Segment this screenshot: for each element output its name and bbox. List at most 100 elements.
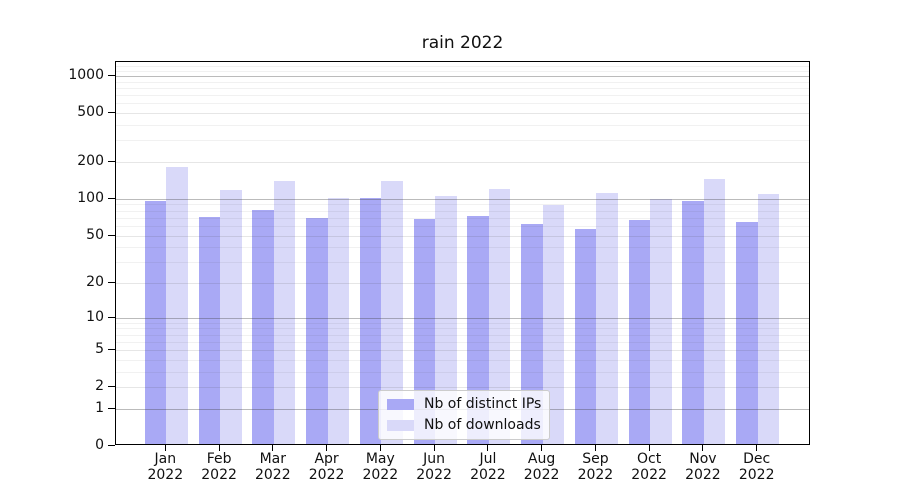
legend-label-ips: Nb of distinct IPs (424, 396, 542, 412)
legend-row-1: Nb of downloads (387, 417, 541, 434)
bar-ips-9 (628, 219, 651, 444)
y-tick-label-5: 5 (95, 341, 104, 358)
minor-gridline-60 (116, 225, 809, 227)
x-tick-mark-4 (379, 445, 381, 451)
x-tick-mark-5 (433, 445, 435, 451)
x-tick-mark-10 (702, 445, 704, 451)
minor-gridline-70 (116, 217, 809, 219)
y-tick-label-100: 100 (77, 189, 104, 206)
minor-gridline-300 (116, 140, 809, 142)
minor-gridline-9 (116, 322, 809, 324)
y-tick-label-200: 200 (77, 153, 104, 169)
bar-ips-5 (413, 218, 436, 444)
y-tick-label-1000: 1000 (68, 67, 104, 83)
minor-gridline-7 (116, 334, 809, 336)
y-tick-mark-200 (108, 161, 115, 162)
y-tick-mark-1 (108, 407, 115, 409)
bar-downloads-1 (220, 189, 242, 444)
minor-gridline-3 (116, 371, 809, 373)
bar-ips-3 (306, 218, 328, 444)
bar-downloads-5 (435, 195, 457, 444)
bar-ips-2 (252, 210, 274, 444)
x-tick-label-2: Mar 2022 (254, 451, 291, 483)
legend-swatch-ips (387, 399, 414, 410)
bar-ips-6 (467, 215, 489, 444)
bar-ips-1 (198, 217, 221, 444)
x-tick-mark-7 (541, 445, 543, 451)
x-tick-label-7: Aug 2022 (523, 451, 560, 483)
bar-downloads-2 (273, 181, 296, 444)
bar-ips-7 (521, 223, 543, 444)
bar-downloads-9 (650, 199, 672, 444)
y-tick-label-500: 500 (77, 104, 104, 121)
minor-gridline-900 (116, 81, 809, 83)
x-tick-mark-3 (326, 445, 328, 451)
x-tick-label-10: Nov 2022 (685, 451, 721, 483)
y-tick-mark-0 (108, 445, 115, 446)
minor-gridline-800 (116, 88, 809, 89)
bar-downloads-8 (596, 193, 618, 444)
gridline-20 (116, 283, 809, 284)
gridline-10 (116, 317, 809, 319)
x-tick-label-1: Feb 2022 (201, 451, 237, 483)
x-tick-label-6: Jul 2022 (470, 451, 506, 483)
y-tick-mark-2 (108, 386, 115, 388)
y-tick-label-0: 0 (95, 437, 104, 453)
y-tick-label-1: 1 (95, 399, 104, 416)
y-tick-mark-5 (108, 349, 115, 351)
minor-gridline-30 (116, 262, 809, 264)
x-tick-mark-0 (164, 445, 166, 451)
bar-downloads-11 (757, 193, 780, 444)
y-tick-mark-1000 (108, 75, 115, 76)
minor-gridline-4 (116, 359, 809, 361)
bar-downloads-4 (381, 180, 403, 444)
gridline-200 (116, 162, 809, 163)
gridline-2 (116, 387, 809, 389)
minor-gridline-90 (116, 204, 809, 206)
y-tick-mark-500 (108, 112, 115, 114)
y-tick-label-10: 10 (86, 308, 104, 325)
bar-downloads-0 (166, 167, 188, 444)
bar-ips-4 (359, 197, 382, 444)
x-tick-label-5: Jun 2022 (416, 451, 452, 483)
gridline-5 (116, 350, 809, 352)
y-tick-mark-100 (108, 197, 115, 199)
x-tick-label-3: Apr 2022 (308, 451, 345, 483)
minor-gridline-1200 (116, 66, 809, 68)
x-tick-mark-8 (594, 445, 596, 451)
x-tick-label-9: Oct 2022 (631, 451, 667, 483)
y-tick-mark-50 (108, 234, 115, 236)
gridline-500 (116, 113, 809, 115)
x-tick-mark-11 (756, 445, 758, 451)
legend-label-downloads: Nb of downloads (424, 417, 541, 433)
x-tick-mark-6 (487, 445, 489, 451)
bar-ips-10 (682, 201, 704, 444)
y-tick-label-50: 50 (86, 226, 104, 243)
x-tick-label-8: Sep 2022 (577, 451, 614, 483)
gridline-50 (116, 235, 809, 237)
bar-ips-8 (574, 229, 597, 444)
x-tick-label-11: Dec 2022 (738, 451, 775, 483)
minor-gridline-6 (116, 341, 809, 343)
y-tick-label-2: 2 (95, 378, 104, 395)
x-tick-mark-9 (648, 445, 650, 451)
bar-downloads-7 (542, 204, 565, 444)
x-tick-mark-1 (218, 445, 220, 451)
bar-ips-11 (736, 222, 758, 444)
minor-gridline-400 (116, 125, 809, 126)
minor-gridline-600 (116, 103, 809, 105)
legend-swatch-downloads (387, 420, 414, 431)
y-tick-label-20: 20 (86, 274, 104, 290)
minor-gridline-700 (116, 95, 809, 97)
bar-downloads-3 (327, 197, 350, 444)
minor-gridline-40 (116, 247, 809, 249)
legend: Nb of distinct IPs Nb of downloads (378, 390, 551, 440)
x-tick-label-0: Jan 2022 (147, 451, 184, 483)
legend-row-0: Nb of distinct IPs (387, 396, 541, 413)
chart-title: rain 2022 (421, 33, 504, 53)
bar-downloads-10 (703, 179, 726, 444)
minor-gridline-80 (116, 210, 809, 212)
minor-gridline-8 (116, 328, 809, 330)
y-tick-mark-10 (108, 316, 115, 318)
